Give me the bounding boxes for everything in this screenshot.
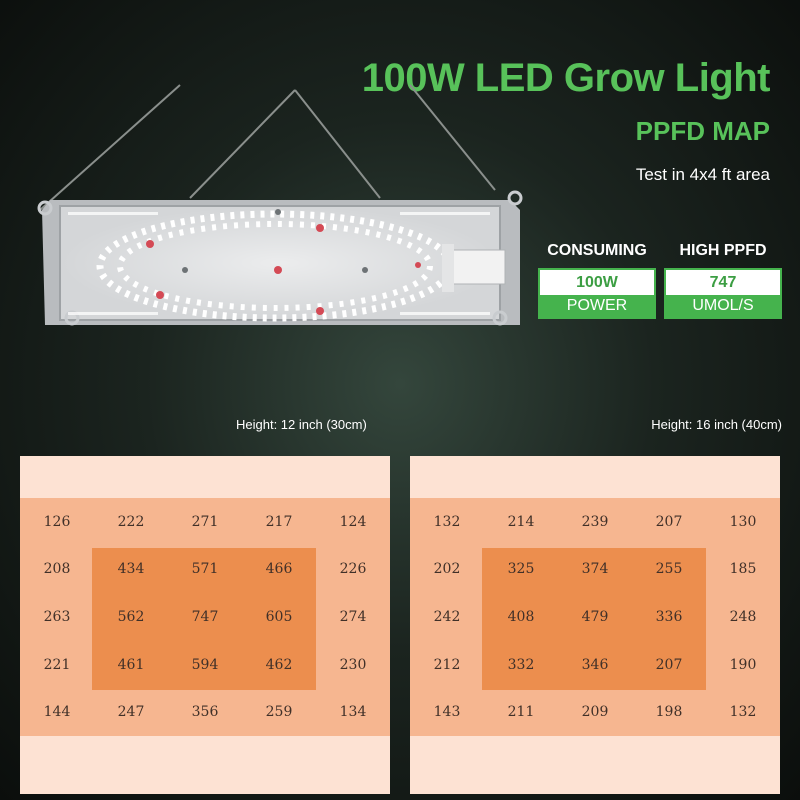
ppfd-cell: 274	[339, 608, 367, 625]
consuming-spec: CONSUMING 100W POWER	[538, 242, 656, 319]
ppfd-cell: 461	[117, 656, 145, 673]
led-panel-image	[20, 80, 530, 330]
consuming-badge: 100W POWER	[538, 268, 656, 319]
ppfd-cell: 126	[43, 513, 71, 530]
ppfd-cell: 325	[507, 561, 535, 578]
ppfd-cell: 356	[191, 704, 219, 721]
ppfd-spec: HIGH PPFD 747 UMOL/S	[664, 242, 782, 319]
page-title: 100W LED Grow Light	[361, 56, 771, 100]
ppfd-label: HIGH PPFD	[679, 242, 767, 259]
ppfd-cell: 144	[43, 704, 71, 721]
ppfd-cell: 211	[507, 704, 535, 721]
ppfd-map-16in: 132 214 239 207 130 202 325 374 255 185 …	[410, 456, 780, 794]
ppfd-cell: 217	[265, 513, 293, 530]
ppfd-cell: 263	[43, 608, 71, 625]
ppfd-cell: 132	[729, 704, 757, 721]
ppfd-value: 747	[666, 270, 780, 295]
ppfd-cell: 134	[339, 704, 367, 721]
ppfd-cell: 230	[339, 656, 367, 673]
ppfd-cell: 255	[655, 561, 683, 578]
test-area-note: Test in 4x4 ft area	[635, 165, 770, 184]
led-panel-illustration	[37, 84, 523, 326]
ppfd-cell: 209	[581, 704, 609, 721]
ppfd-cell: 374	[581, 561, 609, 578]
ppfd-cell: 248	[729, 608, 757, 625]
ppfd-cell: 747	[191, 608, 219, 625]
hanging-wires	[39, 84, 496, 211]
ppfd-cell: 346	[581, 656, 609, 673]
ppfd-cell: 594	[191, 656, 219, 673]
driver-box	[442, 244, 506, 292]
ppfd-grid: 126 222 271 217 124 208 434 571 466 226 …	[20, 498, 390, 736]
consuming-unit: POWER	[540, 295, 654, 317]
ppfd-cell: 434	[117, 561, 145, 578]
ppfd-cell: 571	[191, 561, 219, 578]
ppfd-cell: 271	[191, 513, 219, 530]
ppfd-cell: 239	[581, 513, 609, 530]
ppfd-cell: 212	[433, 656, 461, 673]
ppfd-cell: 562	[117, 608, 145, 625]
ppfd-cell: 130	[729, 513, 757, 530]
ppfd-cell: 202	[433, 561, 461, 578]
ppfd-cell: 208	[43, 561, 71, 578]
ppfd-map-12in: 126 222 271 217 124 208 434 571 466 226 …	[20, 456, 390, 794]
ppfd-cell: 466	[265, 561, 293, 578]
ppfd-cell: 190	[729, 656, 757, 673]
ppfd-cell: 226	[339, 561, 367, 578]
map-core-zone	[92, 548, 316, 690]
ppfd-grid: 132 214 239 207 130 202 325 374 255 185 …	[410, 498, 780, 736]
ppfd-cell: 198	[655, 704, 683, 721]
consuming-label: CONSUMING	[547, 242, 647, 259]
ppfd-cell: 207	[655, 656, 683, 673]
ppfd-cell: 247	[117, 704, 145, 721]
ppfd-cell: 479	[581, 608, 609, 625]
ppfd-cell: 143	[433, 704, 461, 721]
height-label-16: Height: 16 inch (40cm)	[651, 417, 782, 432]
ppfd-cell: 185	[729, 561, 757, 578]
ppfd-cell: 221	[43, 656, 71, 673]
ppfd-cell: 207	[655, 513, 683, 530]
ppfd-cell: 605	[265, 608, 293, 625]
ppfd-unit: UMOL/S	[666, 295, 780, 317]
ppfd-cell: 214	[507, 513, 535, 530]
map-core-zone	[482, 548, 706, 690]
ppfd-cell: 462	[265, 656, 293, 673]
page-subtitle: PPFD MAP	[635, 116, 770, 146]
led-array	[60, 206, 500, 322]
ppfd-cell: 336	[655, 608, 683, 625]
consuming-value: 100W	[540, 270, 654, 295]
height-label-12: Height: 12 inch (30cm)	[236, 417, 367, 432]
ppfd-cell: 332	[507, 656, 535, 673]
ppfd-cell: 408	[507, 608, 535, 625]
ppfd-cell: 242	[433, 608, 461, 625]
ppfd-cell: 259	[265, 704, 293, 721]
ppfd-cell: 124	[339, 513, 367, 530]
ppfd-cell: 132	[433, 513, 461, 530]
ppfd-badge: 747 UMOL/S	[664, 268, 782, 319]
ppfd-cell: 222	[117, 513, 145, 530]
